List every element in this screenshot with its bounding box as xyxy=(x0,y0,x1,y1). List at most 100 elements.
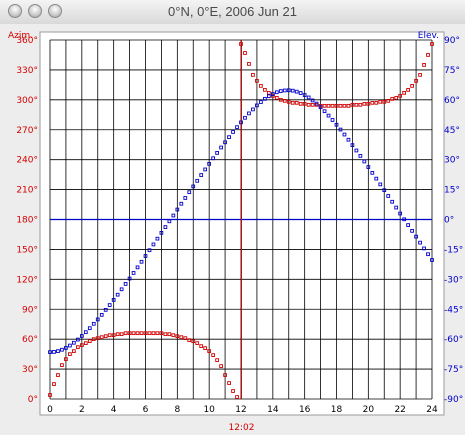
azimuth-tick-label: 300° xyxy=(16,96,38,106)
azimuth-point xyxy=(390,96,395,101)
elevation-point xyxy=(87,326,92,331)
azimuth-point xyxy=(215,358,219,362)
elevation-point xyxy=(259,100,263,104)
azimuth-point xyxy=(135,331,140,336)
elevation-point xyxy=(83,330,88,335)
elevation-point xyxy=(60,347,64,352)
elevation-point xyxy=(72,340,76,345)
azimuth-tick-label: 210° xyxy=(16,186,38,196)
azimuth-point xyxy=(95,336,100,341)
azimuth-tick-label: 150° xyxy=(16,245,38,255)
azimuth-tick-label: 60° xyxy=(22,335,38,345)
zoom-button[interactable] xyxy=(48,4,62,18)
azimuth-point xyxy=(179,335,184,340)
azimuth-point xyxy=(282,98,287,103)
elevation-point xyxy=(302,93,307,97)
elevation-point xyxy=(418,240,422,245)
elevation-point xyxy=(326,113,331,118)
elevation-point xyxy=(48,350,52,354)
azimuth-point xyxy=(294,100,299,105)
elevation-point xyxy=(263,96,267,101)
azimuth-point xyxy=(91,337,96,342)
azimuth-point xyxy=(72,349,76,353)
elevation-point xyxy=(95,317,100,322)
elevation-point xyxy=(52,350,56,354)
sun-position-chart: Azim. Elev. 0°30°60°90°120°150°180°210°2… xyxy=(0,24,465,435)
hour-tick-label: 18 xyxy=(331,405,343,415)
elevation-point xyxy=(430,258,434,262)
elevation-point xyxy=(147,248,152,253)
right-axis-label: Elev. xyxy=(418,31,439,41)
azimuth-point xyxy=(358,102,363,107)
azimuth-point xyxy=(278,97,283,102)
elevation-point xyxy=(402,217,406,222)
minimize-button[interactable] xyxy=(28,4,42,18)
elevation-point xyxy=(111,298,116,302)
azimuth-point xyxy=(103,334,108,339)
window-title: 0°N, 0°E, 2006 Jun 21 xyxy=(168,4,297,19)
azimuth-point xyxy=(167,332,172,337)
elevation-point xyxy=(231,130,235,134)
elevation-tick-label: 45° xyxy=(444,126,460,136)
azimuth-point xyxy=(362,101,367,106)
azimuth-point xyxy=(366,101,371,106)
azimuth-point xyxy=(418,73,422,77)
elevation-point xyxy=(163,225,168,229)
azimuth-point xyxy=(151,331,156,336)
elevation-point xyxy=(306,95,311,100)
azimuth-point xyxy=(302,101,307,106)
close-button[interactable] xyxy=(8,4,22,18)
elevation-point xyxy=(79,334,84,338)
elevation-point xyxy=(414,234,418,239)
tick-labels: 0°30°60°90°120°150°180°210°240°270°300°3… xyxy=(16,36,463,433)
azimuth-point xyxy=(139,331,144,336)
elevation-point xyxy=(64,346,68,350)
azimuth-point xyxy=(131,331,136,336)
elevation-point xyxy=(318,105,323,110)
azimuth-point xyxy=(123,331,128,336)
elevation-point xyxy=(207,162,212,166)
azimuth-point xyxy=(286,99,291,104)
hour-tick-label: 22 xyxy=(394,405,405,415)
title-bar: 0°N, 0°E, 2006 Jun 21 xyxy=(0,0,465,25)
elevation-point xyxy=(394,205,399,210)
azimuth-point xyxy=(402,91,406,95)
elevation-point xyxy=(143,254,148,258)
azimuth-point xyxy=(378,99,383,104)
elevation-tick-label: -90° xyxy=(444,395,463,405)
azimuth-point xyxy=(48,393,52,397)
azimuth-point xyxy=(330,103,335,108)
elevation-tick-label: 15° xyxy=(444,186,460,196)
azimuth-point xyxy=(171,333,176,338)
azimuth-point xyxy=(52,382,56,386)
elevation-point xyxy=(270,92,275,96)
elevation-point xyxy=(350,143,355,147)
elevation-point xyxy=(366,165,371,169)
elevation-tick-label: 0° xyxy=(444,216,454,226)
elevation-tick-label: 75° xyxy=(444,66,460,76)
elevation-tick-label: 60° xyxy=(444,96,460,106)
azimuth-point xyxy=(175,334,180,339)
azimuth-point xyxy=(306,102,311,107)
azimuth-tick-label: 240° xyxy=(16,156,38,166)
elevation-point xyxy=(426,252,430,257)
hour-tick-label: 16 xyxy=(299,405,311,415)
elevation-point xyxy=(334,122,339,127)
elevation-point xyxy=(314,101,319,106)
azimuth-point xyxy=(322,103,327,108)
azimuth-tick-label: 360° xyxy=(16,36,38,46)
elevation-point xyxy=(91,321,96,326)
elevation-point xyxy=(243,115,247,120)
elevation-point xyxy=(191,184,196,189)
azimuth-point xyxy=(111,333,116,338)
azimuth-point xyxy=(267,91,271,95)
azimuth-point xyxy=(223,373,227,377)
elevation-point xyxy=(298,91,303,95)
azimuth-tick-label: 30° xyxy=(22,365,38,375)
elevation-point xyxy=(119,287,124,292)
azimuth-tick-label: 270° xyxy=(16,126,38,136)
elevation-point xyxy=(175,207,180,212)
elevation-point xyxy=(195,178,200,183)
elevation-point xyxy=(247,111,251,116)
elevation-point xyxy=(382,188,387,193)
